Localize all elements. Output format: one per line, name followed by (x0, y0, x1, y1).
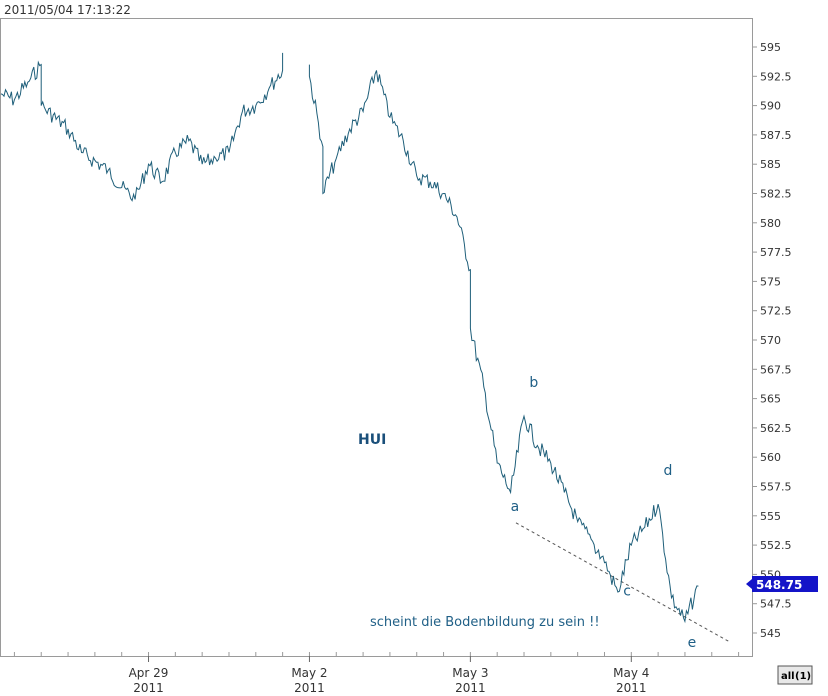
y-tick-label: 582.5 (760, 188, 792, 201)
wave-label-e: e (688, 635, 697, 651)
zoom-all-count: (1) (795, 671, 811, 682)
price-tag-box (752, 576, 818, 592)
y-axis: 595 592.5 590 587.5 585 582.5 580 577.5 575 572.5… (752, 41, 792, 640)
y-tick-label: 570 (760, 334, 781, 347)
wave-label-c: c (623, 583, 631, 599)
x-tick-year: 2011 (294, 681, 325, 695)
y-tick-label: 595 (760, 41, 781, 54)
wave-label-a: a (511, 499, 520, 515)
y-tick-label: 590 (760, 100, 781, 113)
price-tag-value: 548.75 (756, 578, 802, 592)
x-tick-date: May 2 (291, 666, 327, 680)
x-tick-date: May 4 (613, 666, 649, 680)
zoom-all-button[interactable]: all (1) (777, 665, 813, 685)
x-tick-year: 2011 (455, 681, 486, 695)
last-price-tag: 548.75 (746, 576, 818, 592)
y-tick-label: 587.5 (760, 129, 792, 142)
wave-labels: a b c d e (511, 375, 697, 651)
y-tick-label: 547.5 (760, 598, 792, 611)
y-tick-label: 580 (760, 217, 781, 230)
wave-label-d: d (663, 463, 672, 479)
series-group (0, 52, 699, 624)
x-tick-date: Apr 29 (129, 666, 169, 680)
y-tick-label: 560 (760, 451, 781, 464)
y-tick-label: 585 (760, 158, 781, 171)
x-tick-date: May 3 (452, 666, 488, 680)
y-tick-label: 575 (760, 275, 781, 288)
y-tick-label: 572.5 (760, 305, 792, 318)
price-line (0, 52, 699, 624)
y-tick-label: 567.5 (760, 363, 792, 376)
y-tick-label: 557.5 (760, 481, 792, 494)
y-tick-label: 577.5 (760, 246, 792, 259)
timestamp: 2011/05/04 17:13:22 (4, 3, 131, 17)
symbol-label: HUI (358, 432, 386, 448)
x-tick-year: 2011 (133, 681, 164, 695)
y-tick-label: 552.5 (760, 539, 792, 552)
y-tick-label: 592.5 (760, 70, 792, 83)
y-tick-label: 545 (760, 627, 781, 640)
wave-label-b: b (529, 375, 538, 391)
annotation-note: scheint die Bodenbildung zu sein !! (370, 615, 600, 630)
x-tick-year: 2011 (616, 681, 647, 695)
support-trendline (515, 522, 731, 643)
y-tick-label: 562.5 (760, 422, 792, 435)
trendline-group (515, 522, 731, 643)
zoom-all-label: all (781, 671, 795, 682)
plot-frame (0, 18, 753, 657)
y-tick-label: 565 (760, 393, 781, 406)
y-tick-label: 555 (760, 510, 781, 523)
price-tag-arrow (746, 579, 752, 589)
